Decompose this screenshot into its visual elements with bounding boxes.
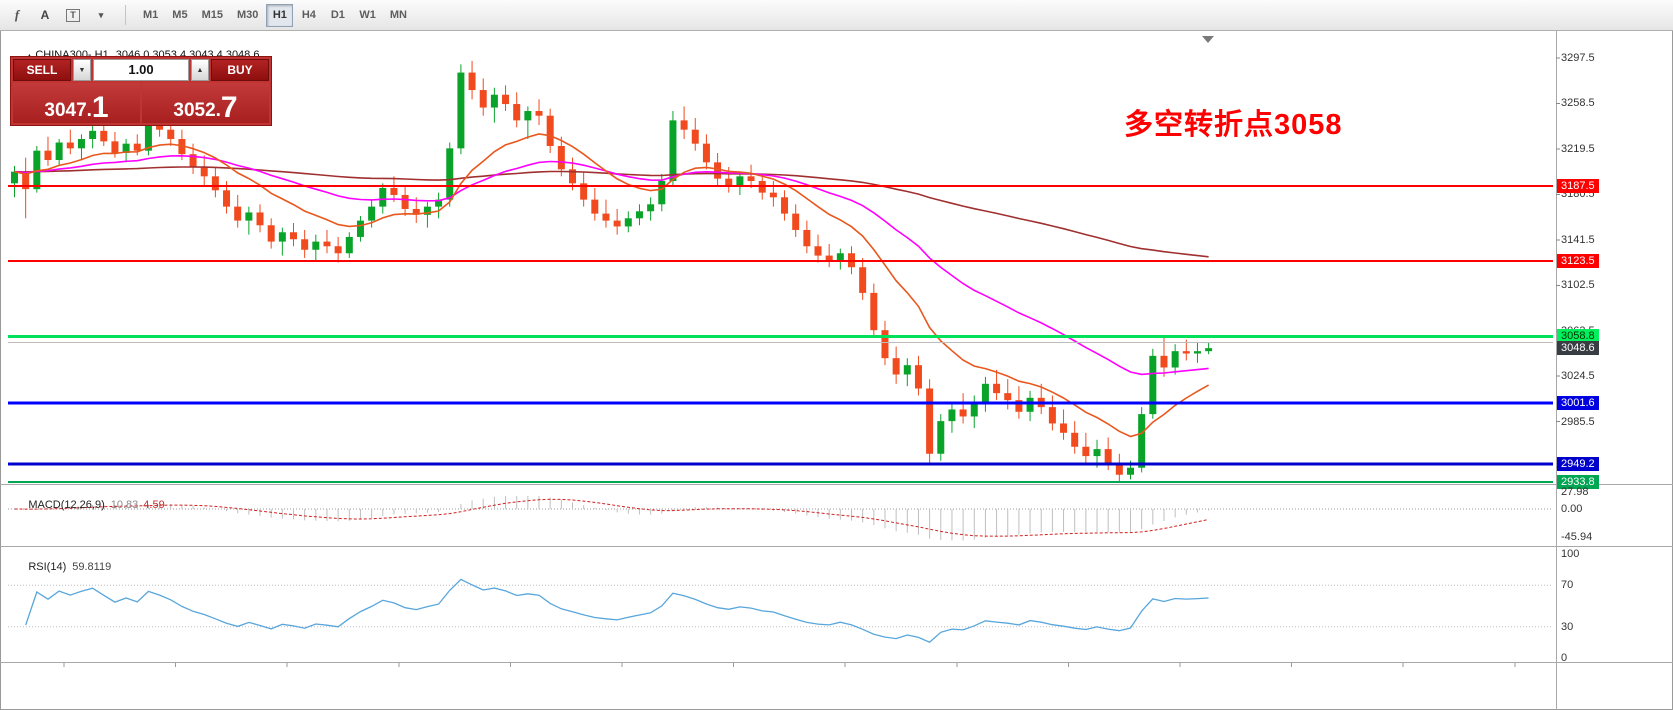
indicators-icon[interactable]: f: [4, 4, 30, 27]
tf-button-D1[interactable]: D1: [324, 4, 351, 27]
text-label-icon[interactable]: A: [32, 4, 58, 27]
tf-button-M30[interactable]: M30: [231, 4, 264, 27]
time-axis-ticks: [63, 663, 1516, 667]
tf-button-W1[interactable]: W1: [353, 4, 382, 27]
toolbar: f A T ▾ M1 M5 M15 M30 H1 H4 D1 W1 MN: [0, 0, 1673, 31]
text-label-glyph: A: [40, 8, 50, 22]
timeframe-group: M1 M5 M15 M30 H1 H4 D1 W1 MN: [137, 3, 413, 27]
tf-button-M15[interactable]: M15: [196, 4, 229, 27]
text-frame-icon[interactable]: T: [60, 4, 86, 27]
indicators-glyph: f: [14, 7, 20, 22]
tf-button-MN[interactable]: MN: [384, 4, 413, 27]
ma-fast-line: [14, 133, 1209, 438]
chart-shift-marker[interactable]: [1202, 36, 1214, 43]
macd-histogram: [25, 495, 1210, 541]
text-frame-glyph: T: [66, 8, 80, 22]
tool-icons-group: f A T ▾: [4, 4, 114, 27]
rsi-line: [25, 578, 1209, 643]
tf-button-M5[interactable]: M5: [166, 4, 193, 27]
drawing-tools-icon[interactable]: ▾: [88, 4, 114, 27]
tf-button-M1[interactable]: M1: [137, 4, 164, 27]
tf-button-H4[interactable]: H4: [295, 4, 322, 27]
macd-signal-line: [14, 498, 1209, 537]
panel-separators: [0, 30, 1673, 710]
ma-slow-line: [14, 166, 1209, 258]
tf-button-H1[interactable]: H1: [266, 3, 294, 27]
toolbar-separator: [125, 5, 126, 25]
horizontal-level-lines: [8, 185, 1553, 483]
ma-mid-line: [14, 154, 1209, 376]
candlesticks: [11, 60, 1213, 482]
drawing-tools-glyph: ▾: [98, 9, 104, 20]
